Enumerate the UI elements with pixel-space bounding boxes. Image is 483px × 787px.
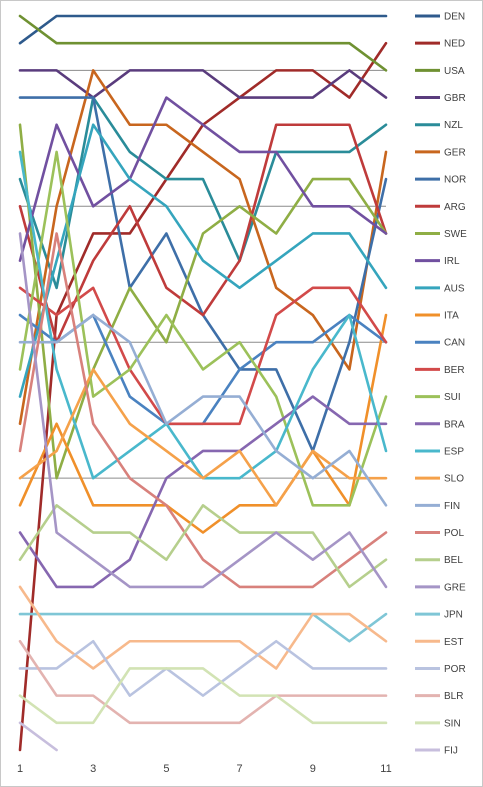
legend-label: ARG (444, 202, 466, 213)
legend-entry-can: CAN (415, 338, 465, 349)
legend-label: FIN (444, 501, 460, 512)
series-line-bra (18, 395, 388, 589)
series-line-gre (18, 232, 388, 589)
legend-label: GBR (444, 93, 466, 104)
legend-entry-gbr: GBR (415, 93, 466, 104)
series-line-est (18, 585, 388, 670)
legend-label: CAN (444, 338, 465, 349)
legend-entry-aus: AUS (415, 283, 465, 294)
legend-label: USA (444, 66, 465, 77)
legend-entry-bel: BEL (415, 555, 463, 566)
x-tick-label: 3 (90, 763, 96, 775)
legend-entry-usa: USA (415, 66, 465, 77)
legend-entry-est: EST (415, 637, 463, 648)
legend-entry-bra: BRA (415, 419, 465, 430)
x-tick-label: 5 (163, 763, 169, 775)
legend-entry-slo: SLO (415, 474, 464, 485)
legend-entry-pol: POL (415, 528, 464, 539)
legend-entry-fij: FIJ (415, 746, 458, 757)
legend-label: BLR (444, 691, 463, 702)
legend-label: JPN (444, 610, 463, 621)
legend-label: BER (444, 365, 465, 376)
legend-entry-ber: BER (415, 365, 465, 376)
legend-entry-sin: SIN (415, 718, 461, 729)
legend-label: IRL (444, 256, 460, 267)
legend-entry-por: POR (415, 664, 466, 675)
series-line-nzl (18, 96, 388, 290)
legend-entry-ita: ITA (415, 311, 459, 322)
legend-entry-irl: IRL (415, 256, 460, 267)
legend-label: BRA (444, 419, 465, 430)
series-line-den (18, 14, 388, 45)
legend-label: SIN (444, 718, 461, 729)
legend-label: GER (444, 147, 466, 158)
legend-entry-ger: GER (415, 147, 466, 158)
legend: DEN NED USA GBR NZL GER NOR ARG SWE IRL AUS ITA CAN B… (415, 12, 467, 757)
series-line-ber (18, 286, 388, 426)
x-axis-tick-labels: 1 3 5 7 9 11 (17, 763, 392, 775)
x-tick-label: 1 (17, 763, 23, 775)
series-line-gbr (18, 69, 388, 99)
x-tick-label: 7 (237, 763, 243, 775)
legend-entry-fin: FIN (415, 501, 460, 512)
legend-label: SUI (444, 392, 461, 403)
legend-entry-nor: NOR (415, 175, 466, 186)
legend-entry-swe: SWE (415, 229, 467, 240)
legend-label: BEL (444, 555, 463, 566)
legend-label: POL (444, 528, 464, 539)
series-line-irl (18, 96, 388, 262)
legend-label: AUS (444, 283, 465, 294)
legend-entry-gre: GRE (415, 582, 466, 593)
x-tick-label: 11 (380, 763, 391, 775)
legend-entry-blr: BLR (415, 691, 463, 702)
legend-entry-nzl: NZL (415, 120, 463, 131)
series-lines (18, 14, 388, 752)
legend-label: EST (444, 637, 463, 648)
legend-label: POR (444, 664, 466, 675)
x-tick-label: 9 (310, 763, 316, 775)
legend-label: ESP (444, 446, 464, 457)
legend-label: NOR (444, 175, 466, 186)
series-line-swe (18, 123, 388, 480)
series-line-slo (18, 368, 388, 507)
legend-label: DEN (444, 12, 465, 23)
legend-label: SWE (444, 229, 467, 240)
legend-label: NZL (444, 120, 463, 131)
series-line-blr (18, 639, 388, 725)
legend-entry-esp: ESP (415, 446, 464, 457)
legend-label: NED (444, 39, 465, 50)
series-line-sin (18, 667, 388, 725)
legend-entry-jpn: JPN (415, 610, 463, 621)
series-line-aus (18, 123, 388, 398)
series-line-pol (18, 232, 388, 589)
series-line-jpn (18, 612, 388, 643)
series-line-fij (18, 721, 58, 752)
legend-entry-den: DEN (415, 12, 465, 23)
legend-label: ITA (444, 311, 459, 322)
legend-label: FIJ (444, 746, 458, 757)
legend-label: SLO (444, 474, 464, 485)
series-line-por (18, 639, 388, 697)
legend-label: GRE (444, 582, 466, 593)
legend-entry-ned: NED (415, 39, 465, 50)
series-line-sui (18, 150, 388, 507)
legend-entry-sui: SUI (415, 392, 461, 403)
series-line-fin (18, 313, 388, 507)
series-line-usa (18, 14, 388, 72)
series-line-arg (18, 123, 388, 344)
legend-entry-arg: ARG (415, 202, 466, 213)
